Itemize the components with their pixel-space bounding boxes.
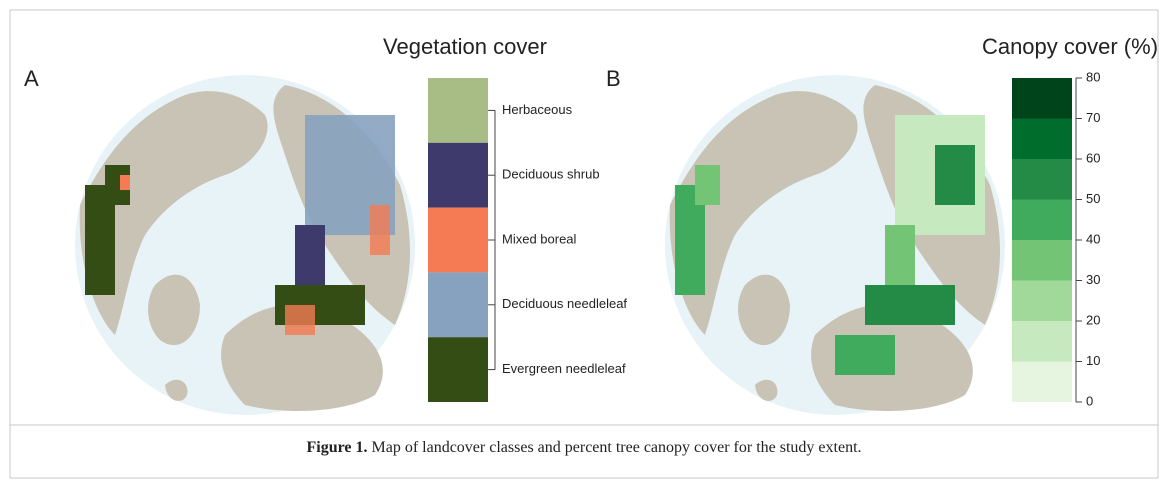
panel-title: Vegetation cover xyxy=(383,34,547,59)
colorbar-tick-label: 60 xyxy=(1086,150,1100,165)
colorbar-tick-label: 80 xyxy=(1086,69,1100,84)
colorbar-segment xyxy=(1012,240,1072,281)
legend-label: Deciduous shrub xyxy=(502,167,600,182)
colorbar-tick-label: 50 xyxy=(1086,191,1100,206)
legend-swatch xyxy=(428,272,488,337)
caption: Figure 1. Map of landcover classes and p… xyxy=(306,439,861,456)
colorbar-segment xyxy=(1012,281,1072,322)
colorbar-tick-label: 40 xyxy=(1086,231,1100,246)
colorbar-segment xyxy=(1012,78,1072,119)
legend-label: Mixed boreal xyxy=(502,231,577,246)
colorbar-segment xyxy=(1012,200,1072,241)
legend-label: Evergreen needleleaf xyxy=(502,361,626,376)
map-b xyxy=(665,75,1005,415)
figure: Figure 1. Map of landcover classes and p… xyxy=(0,0,1169,488)
colorbar-segment xyxy=(1012,321,1072,362)
legend-swatch xyxy=(428,337,488,402)
legend-swatch xyxy=(428,143,488,208)
colorbar-tick-label: 70 xyxy=(1086,110,1100,125)
colorbar-segment xyxy=(1012,119,1072,160)
panel-label: A xyxy=(24,66,39,91)
colorbar-segment xyxy=(1012,159,1072,200)
caption-label: Figure 1. xyxy=(306,439,367,456)
colorbar-tick-label: 10 xyxy=(1086,353,1100,368)
legend-swatch xyxy=(428,208,488,273)
panel-label: B xyxy=(606,66,621,91)
caption-text: Map of landcover classes and percent tre… xyxy=(372,439,862,456)
legend-swatch xyxy=(428,78,488,143)
colorbar-tick-label: 0 xyxy=(1086,393,1093,408)
map-a xyxy=(75,75,415,415)
colorbar-segment xyxy=(1012,362,1072,403)
colorbar-tick-label: 20 xyxy=(1086,312,1100,327)
legend-label: Herbaceous xyxy=(502,102,573,117)
legend-label: Deciduous needleleaf xyxy=(502,296,627,311)
panel-title: Canopy cover (%) xyxy=(982,34,1158,59)
colorbar-tick-label: 30 xyxy=(1086,272,1100,287)
